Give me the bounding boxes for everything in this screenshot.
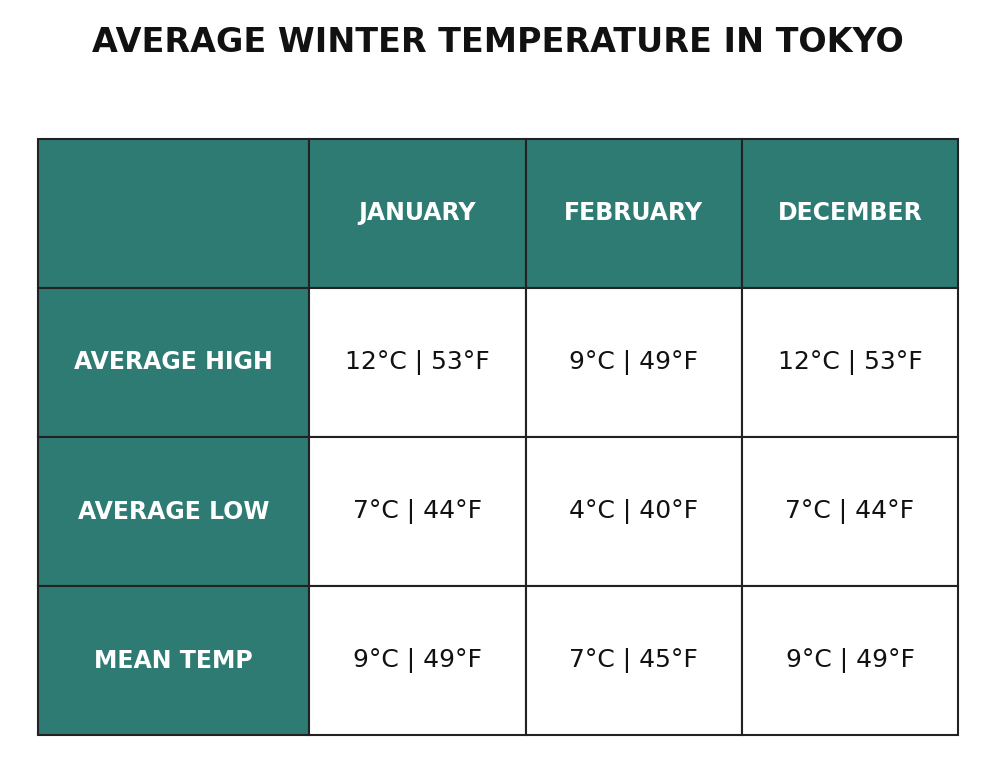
Bar <box>742 288 958 437</box>
Bar <box>526 288 742 437</box>
Bar <box>742 437 958 586</box>
Bar <box>310 586 526 735</box>
Bar <box>310 288 526 437</box>
Text: 7°C | 45°F: 7°C | 45°F <box>570 648 698 673</box>
Bar <box>310 437 526 586</box>
Text: 12°C | 53°F: 12°C | 53°F <box>345 350 490 375</box>
Text: 12°C | 53°F: 12°C | 53°F <box>778 350 922 375</box>
Bar <box>526 586 742 735</box>
Text: 4°C | 40°F: 4°C | 40°F <box>569 499 698 524</box>
Text: AVERAGE HIGH: AVERAGE HIGH <box>75 350 273 374</box>
Bar <box>526 139 742 288</box>
Bar <box>742 586 958 735</box>
Text: MEAN TEMP: MEAN TEMP <box>95 649 253 673</box>
Text: AVERAGE WINTER TEMPERATURE IN TOKYO: AVERAGE WINTER TEMPERATURE IN TOKYO <box>92 26 904 59</box>
Text: AVERAGE LOW: AVERAGE LOW <box>78 500 269 524</box>
Text: 7°C | 44°F: 7°C | 44°F <box>786 499 914 524</box>
Text: 7°C | 44°F: 7°C | 44°F <box>353 499 482 524</box>
Bar <box>742 139 958 288</box>
Bar <box>38 586 310 735</box>
Bar <box>38 288 310 437</box>
Text: FEBRUARY: FEBRUARY <box>564 201 703 225</box>
Text: 9°C | 49°F: 9°C | 49°F <box>786 648 914 673</box>
Text: 9°C | 49°F: 9°C | 49°F <box>353 648 482 673</box>
Bar <box>38 139 310 288</box>
Bar <box>526 437 742 586</box>
Bar <box>38 437 310 586</box>
Text: DECEMBER: DECEMBER <box>778 201 922 225</box>
Text: JANUARY: JANUARY <box>359 201 476 225</box>
Bar <box>310 139 526 288</box>
Text: 9°C | 49°F: 9°C | 49°F <box>570 350 698 375</box>
